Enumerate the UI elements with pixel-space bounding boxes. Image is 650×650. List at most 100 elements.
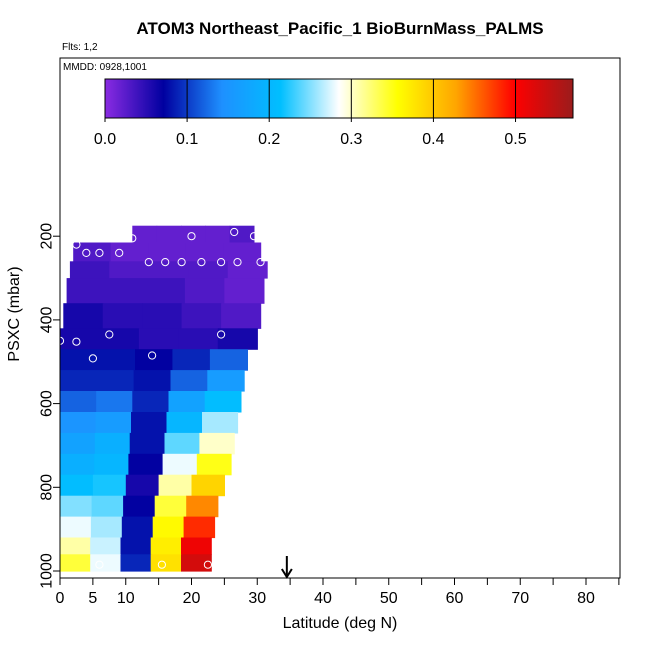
curtain-cell (63, 303, 104, 329)
sample-point (72, 240, 81, 249)
curtain-layer (60, 225, 268, 572)
curtain-cell (217, 328, 258, 350)
curtain-cell (102, 303, 143, 329)
curtain-cell (199, 432, 235, 455)
y-tick-label: 600 (39, 390, 56, 417)
colorbar-tick-label: 0.4 (422, 131, 444, 148)
curtain-cell (60, 453, 95, 476)
curtain-cell (60, 432, 96, 455)
latitude-arrow-marker (280, 556, 293, 579)
curtain-cell (148, 261, 189, 279)
sample-point (217, 330, 226, 339)
curtain-cell (133, 370, 171, 392)
curtain-cell (132, 391, 170, 413)
y-axis-label: PSXC (mbar) (6, 266, 23, 362)
curtain-cell (183, 516, 216, 539)
curtain-cell (209, 349, 248, 371)
curtain-cell (227, 261, 268, 279)
curtain-cell (145, 278, 186, 304)
curtain-cell (110, 242, 149, 262)
sample-point (203, 560, 212, 569)
curtain-cell (94, 432, 131, 455)
sample-point (82, 248, 91, 257)
curtain-cell (181, 225, 206, 243)
curtain-cell (132, 225, 158, 243)
x-axis-label: Latitude (deg N) (282, 615, 398, 632)
chart-title: ATOM3 Northeast_Pacific_1 BioBurnMass_PA… (136, 19, 544, 38)
curtain-cell (181, 303, 222, 329)
curtain-cell (109, 261, 150, 279)
sample-point (161, 258, 170, 267)
sample-point (95, 248, 104, 257)
curtain-cell (60, 328, 101, 350)
sample-point (128, 234, 137, 243)
sample-point (148, 351, 157, 360)
sample-point (233, 258, 242, 267)
curtain-cell (184, 278, 225, 304)
curtain-cell (207, 370, 245, 392)
colorbar: 0.0 0.1 0.2 0.3 0.4 0.5 (94, 78, 574, 148)
curtain-cell (60, 516, 92, 539)
curtain-cell (66, 278, 107, 304)
curtain-cell (164, 432, 200, 455)
sample-points-layer (55, 227, 265, 569)
curtain-cell (60, 412, 97, 434)
curtain-cell (221, 303, 262, 329)
curtain-cell (202, 412, 239, 434)
colorbar-gradient (104, 78, 574, 119)
curtain-cell (106, 278, 147, 304)
curtain-cell (150, 554, 182, 572)
x-tick-label: 30 (248, 590, 266, 607)
curtain-cell (69, 261, 110, 279)
y-tick-label: 200 (39, 223, 56, 250)
sample-point (230, 227, 239, 237)
curtain-cell (158, 474, 193, 497)
curtain-cell (60, 391, 97, 413)
curtain-cell (90, 516, 123, 539)
colorbar-tick-label: 0.1 (176, 131, 198, 148)
sample-point (249, 232, 259, 241)
curtain-cell (60, 474, 94, 497)
x-tick-label: 40 (314, 590, 332, 607)
curtain-cell (99, 328, 140, 350)
x-tick-label: 80 (577, 590, 595, 607)
x-tick-label: 5 (88, 590, 97, 607)
sample-point (88, 354, 98, 363)
curtain-cell (223, 242, 262, 262)
arrow-head (280, 568, 293, 579)
sample-point (72, 337, 81, 346)
x-tick-label: 50 (380, 590, 398, 607)
curtain-cell (92, 474, 127, 497)
curtain-cell (90, 537, 121, 555)
curtain-cell (166, 412, 203, 434)
curtain-cell (229, 225, 255, 243)
curtain-cell (162, 453, 198, 476)
sample-point (177, 258, 186, 267)
curtain-cell (60, 349, 99, 371)
y-tick-label: 1000 (39, 553, 56, 589)
curtain-cell (181, 537, 212, 555)
colorbar-tick-label: 0.5 (504, 131, 526, 148)
curtain-cell (60, 537, 91, 555)
curtain-cell (120, 554, 152, 572)
curtain-cell (123, 495, 156, 518)
curtain-cell (60, 554, 91, 572)
curtain-cell (191, 474, 225, 497)
colorbar-tick-label: 0.3 (340, 131, 362, 148)
y-tick-label: 800 (39, 474, 56, 501)
sample-point (144, 258, 153, 267)
sample-point (105, 330, 114, 339)
curtain-cell (196, 453, 232, 476)
x-tick-label: 70 (511, 590, 529, 607)
sample-point (95, 560, 104, 569)
sample-point (115, 248, 124, 257)
curtain-cell (204, 391, 242, 413)
curtain-cell (168, 391, 206, 413)
curtain-cell (96, 370, 135, 392)
curtain-cell (94, 453, 129, 476)
sample-point (197, 258, 206, 267)
sample-point (217, 258, 226, 267)
curtain-cell (154, 495, 187, 518)
curtain-cell (186, 495, 219, 518)
